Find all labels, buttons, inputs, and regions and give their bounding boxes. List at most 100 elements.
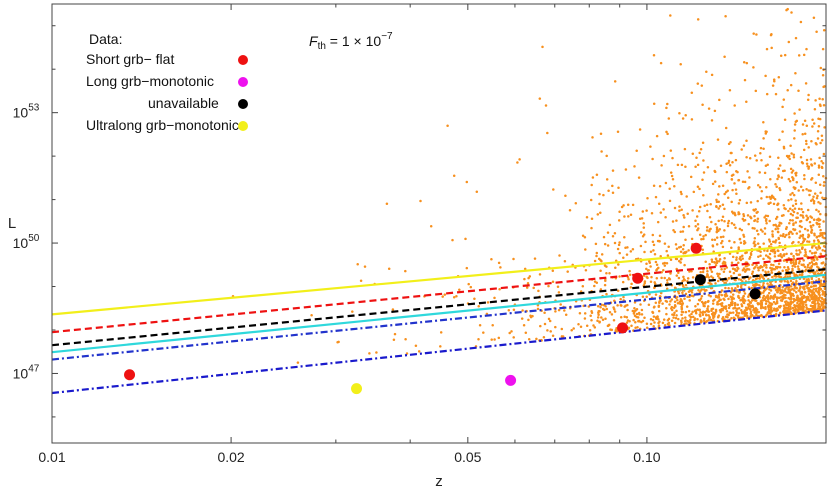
background-point [817,286,820,290]
background-point [806,208,810,212]
background-point [762,291,765,294]
background-point [792,271,795,275]
background-point [793,187,797,190]
background-point [759,250,762,254]
background-point [756,220,759,223]
background-point [608,271,611,275]
background-point [753,209,756,212]
fit-line-6 [51,309,827,395]
background-point [774,182,777,186]
background-point [710,286,714,290]
background-point [807,93,810,97]
background-point [807,292,811,296]
fit-line-1 [51,241,827,316]
background-point [656,220,660,224]
background-point [593,259,597,263]
background-point [722,270,726,273]
background-point [802,53,806,57]
background-point [600,316,603,319]
background-point [762,147,765,150]
background-point [808,250,812,253]
background-point [776,307,779,310]
background-point [482,331,485,334]
background-point [735,192,738,195]
background-point [683,278,687,282]
background-point [731,311,735,314]
background-point [793,123,797,126]
background-point [810,178,813,181]
background-point [787,177,791,181]
background-point [765,186,768,189]
background-point [706,269,709,273]
background-point [799,219,803,223]
background-point [677,246,681,249]
background-point [616,130,620,134]
background-point [583,312,587,315]
background-point [695,156,698,160]
background-point [818,285,822,288]
background-point [666,281,669,285]
background-point [677,317,680,321]
background-point [773,293,777,296]
background-point [776,227,780,230]
background-point [797,207,801,211]
background-point [751,270,755,274]
background-point [724,126,728,130]
background-point [810,260,814,264]
background-point [675,274,679,277]
background-point [615,330,619,333]
background-point [709,268,713,271]
background-point [816,301,820,305]
background-point [675,309,678,313]
background-point [758,185,762,189]
background-point [690,312,693,316]
background-point [787,285,791,289]
background-point [659,61,663,65]
background-point [591,176,595,179]
background-point [711,244,715,248]
background-point [617,219,621,222]
background-point [608,223,612,227]
background-point [681,230,685,233]
background-point [563,260,567,263]
background-point [628,269,631,273]
x-tick-label: 0.02 [217,449,244,465]
background-point [701,270,705,274]
background-point [690,237,694,241]
background-point [781,130,784,133]
background-point [755,310,759,314]
background-point [296,361,300,364]
background-point [625,321,629,324]
background-point [658,239,661,243]
background-point [523,277,526,281]
background-point [791,213,795,217]
background-point [673,184,676,188]
background-point [681,317,684,320]
background-point [585,324,589,327]
background-point [681,117,685,120]
background-point [773,198,777,201]
background-point [803,265,807,269]
background-point [419,199,422,203]
background-point [715,205,718,209]
background-point [709,227,712,231]
background-point [780,214,784,217]
background-point [680,163,684,167]
background-point [741,298,744,302]
legend-marker-unavailable [238,99,248,109]
background-point [735,256,738,259]
background-point [560,335,564,338]
background-point [776,296,779,299]
background-point [822,244,826,248]
background-point [774,241,777,244]
background-point [624,168,628,171]
background-point [768,252,772,256]
background-point [654,301,658,305]
background-point [777,208,780,211]
background-point [645,275,648,278]
background-point [604,304,607,308]
background-point [745,251,748,254]
background-point [788,207,792,211]
background-point [560,327,564,331]
background-point [441,295,444,298]
